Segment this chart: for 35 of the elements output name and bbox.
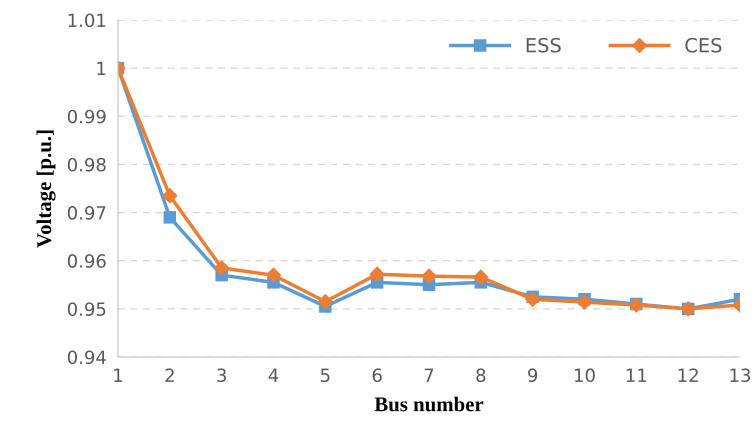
y-tick-label: 1.01 <box>68 13 106 28</box>
point <box>525 292 540 307</box>
point <box>576 294 592 310</box>
point <box>266 268 282 283</box>
x-tick-label: 11 <box>626 368 646 382</box>
x-tick-label: 13 <box>730 368 750 382</box>
y-tick-label: 0.94 <box>68 350 106 364</box>
x-tick-label: 4 <box>268 368 278 382</box>
y-tick-label: 0.95 <box>68 302 106 316</box>
x-tick-label: 7 <box>424 368 434 382</box>
y-axis-title: Voltage [p.u.] <box>36 130 56 248</box>
y-tick-label: 0.96 <box>68 254 106 268</box>
point <box>162 188 178 204</box>
x-tick-label: 6 <box>372 368 382 382</box>
point <box>370 266 385 282</box>
y-tick-label: 1 <box>97 62 106 76</box>
y-tick-label: 0.99 <box>68 110 106 124</box>
y-tick-label: 0.97 <box>68 206 106 220</box>
x-tick-label: 9 <box>528 368 538 382</box>
y-tick-label: 0.98 <box>68 158 106 172</box>
x-tick-label: 12 <box>678 368 698 382</box>
legend-label: CES <box>685 38 722 53</box>
x-tick-label: 3 <box>217 368 226 382</box>
x-tick-label: 5 <box>320 368 330 382</box>
x-tick-label: 10 <box>574 368 595 382</box>
point <box>164 211 176 224</box>
x-tick-label: 8 <box>476 368 486 382</box>
x-tick-label: 2 <box>165 368 174 382</box>
point <box>421 268 437 284</box>
point <box>473 270 488 285</box>
x-tick-label: 1 <box>114 368 122 382</box>
x-axis-title: Bus number <box>374 396 484 412</box>
point <box>214 260 230 276</box>
legend-label: ESS <box>526 38 561 53</box>
point <box>318 294 333 310</box>
